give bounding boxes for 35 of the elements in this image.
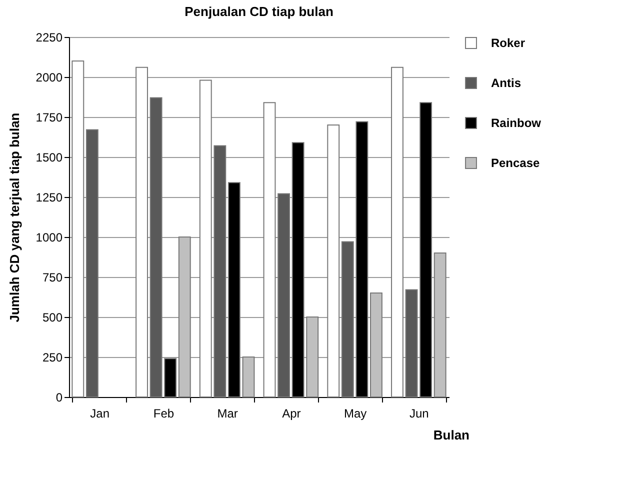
chart-title: Penjualan CD tiap bulan bbox=[184, 4, 334, 19]
x-tick-label: Jun bbox=[409, 406, 429, 420]
bar bbox=[72, 60, 84, 398]
legend-label: Pencase bbox=[491, 156, 540, 170]
legend-label: Rainbow bbox=[491, 116, 542, 130]
legend-label: Antis bbox=[491, 76, 522, 90]
bar bbox=[136, 66, 148, 398]
y-axis-title: Jumlah CD yang terjual tiap bulan bbox=[6, 112, 22, 322]
bar bbox=[242, 356, 255, 398]
bar bbox=[434, 252, 446, 398]
bar bbox=[278, 193, 290, 398]
legend-label: Roker bbox=[491, 36, 526, 50]
bar bbox=[263, 102, 276, 398]
bar bbox=[370, 292, 382, 398]
y-tick-label: 1750 bbox=[36, 110, 63, 124]
bar bbox=[405, 289, 418, 398]
x-tick-label: Feb bbox=[153, 406, 174, 420]
y-tick-label: 1250 bbox=[36, 190, 63, 204]
y-tick-label: 750 bbox=[42, 270, 63, 284]
x-tick-label: Mar bbox=[217, 406, 238, 420]
x-tick-label: Apr bbox=[282, 406, 301, 420]
x-tick-label: May bbox=[344, 406, 367, 420]
y-tick-label: 2250 bbox=[36, 30, 63, 44]
y-tick-label: 0 bbox=[56, 390, 63, 404]
bar bbox=[391, 66, 404, 398]
x-tick-label: Jan bbox=[90, 406, 110, 420]
bar bbox=[327, 124, 340, 398]
y-tick-label: 250 bbox=[42, 350, 63, 364]
y-tick-label: 500 bbox=[42, 310, 63, 324]
x-axis-title: Bulan bbox=[433, 428, 470, 442]
y-tick-label: 1500 bbox=[36, 150, 63, 164]
bar bbox=[178, 236, 191, 398]
y-tick-label: 1000 bbox=[36, 230, 63, 244]
y-tick-label: 2000 bbox=[36, 70, 63, 84]
bar bbox=[86, 129, 98, 398]
